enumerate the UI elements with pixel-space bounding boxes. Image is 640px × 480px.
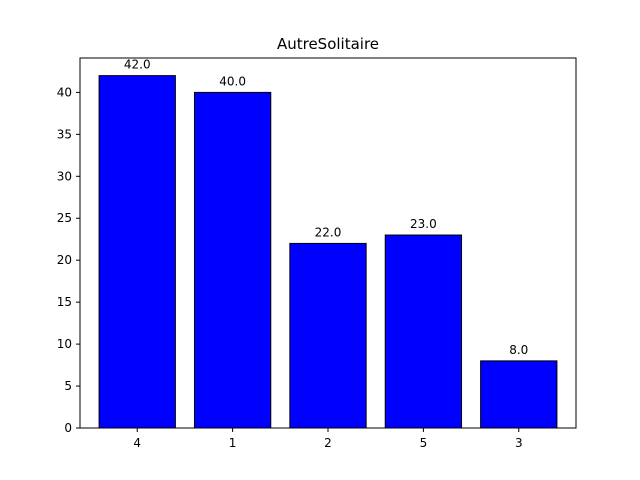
x-axis: 4 1 2 5 3 [133,428,523,450]
y-tick-label-25: 25 [57,211,72,225]
bar-4 [98,75,176,429]
y-tick-label-0: 0 [64,421,72,435]
y-tick-label-10: 10 [57,337,72,351]
y-tick-label-40: 40 [57,85,72,99]
bar-1 [193,91,272,429]
data-label-2: 22.0 [315,225,342,239]
bar-5 [384,234,463,429]
x-tick-label-1: 1 [229,436,237,450]
y-tick-label-5: 5 [64,379,72,393]
x-tick-label-2: 2 [324,436,332,450]
x-tick-label-5: 5 [420,436,428,450]
data-labels-group: 42.0 40.0 22.0 23.0 8.0 [124,58,528,357]
bars-group [98,75,558,429]
y-tick-label-15: 15 [57,295,72,309]
y-tick-label-35: 35 [57,127,72,141]
x-tick-label-4: 4 [133,436,141,450]
bar-3 [480,360,558,429]
data-label-3: 8.0 [509,343,528,357]
data-label-1: 40.0 [219,74,246,88]
data-label-5: 23.0 [410,217,437,231]
bar-2 [289,242,367,429]
chart-title: AutreSolitaire [277,35,379,53]
y-tick-label-30: 30 [57,169,72,183]
data-label-4: 42.0 [124,58,151,72]
y-tick-label-20: 20 [57,253,72,267]
x-tick-label-3: 3 [515,436,523,450]
plot-frame [79,57,577,429]
y-axis: 0 5 10 15 20 25 30 35 40 [57,85,80,435]
